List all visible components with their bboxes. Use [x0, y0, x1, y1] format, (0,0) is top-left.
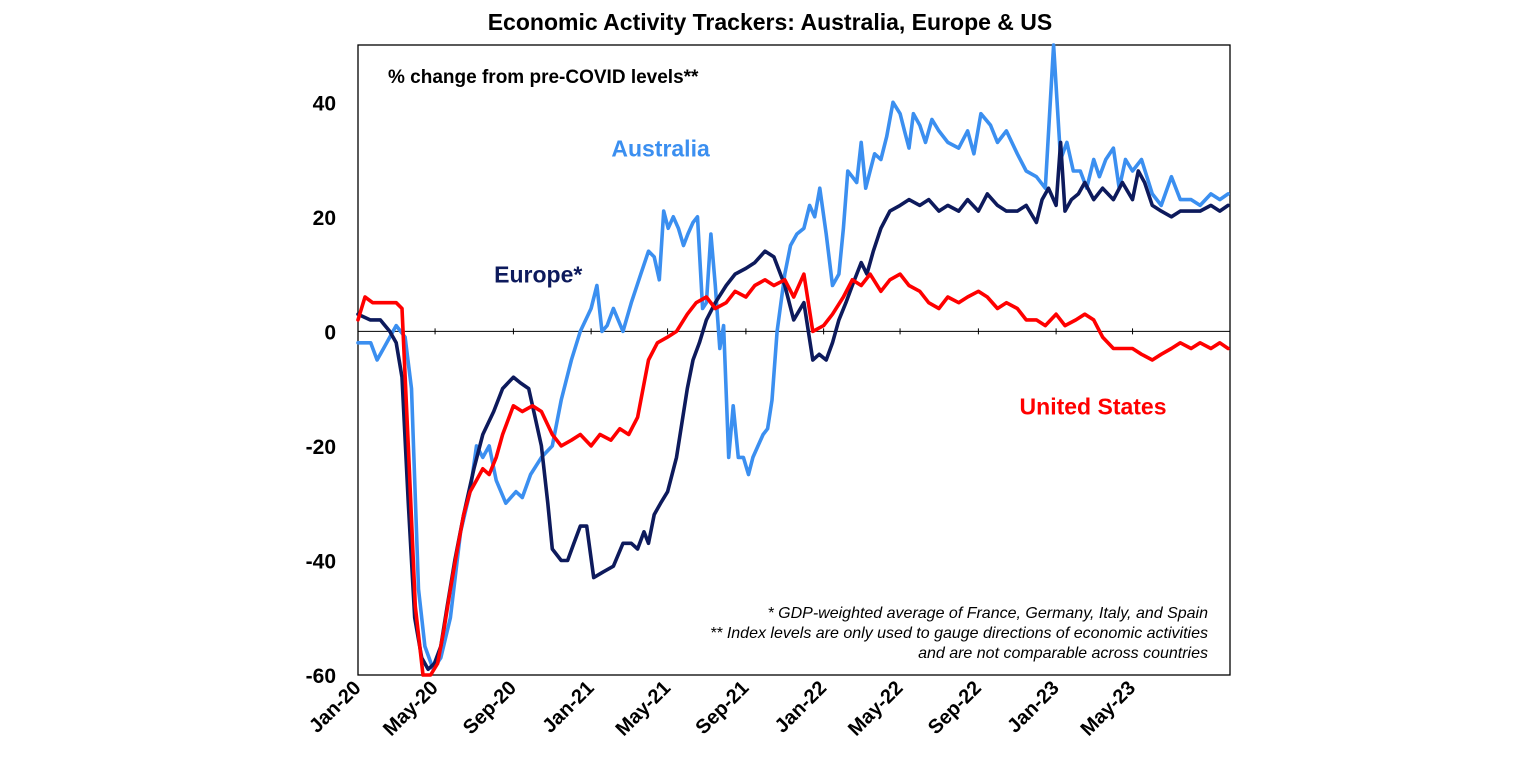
- series-label-europe: Europe*: [494, 262, 582, 288]
- plot-frame: [357, 44, 1231, 676]
- y-tick-label: 40: [313, 92, 336, 115]
- footnote-line: * GDP-weighted average of France, German…: [767, 605, 1208, 622]
- series-label-united-states: United States: [1020, 393, 1167, 419]
- footnote-line: ** Index levels are only used to gauge d…: [710, 625, 1208, 642]
- chart-subtitle: % change from pre-COVID levels**: [388, 67, 699, 88]
- series-line-united-states: [356, 272, 1230, 677]
- series-line-europe: [356, 140, 1230, 672]
- series-label-australia: Australia: [611, 136, 710, 162]
- y-tick-label: -20: [306, 436, 336, 459]
- chart-title: Economic Activity Trackers: Australia, E…: [488, 9, 1053, 35]
- footnotes-layer: * GDP-weighted average of France, German…: [710, 605, 1208, 662]
- y-tick-label: 20: [313, 207, 336, 230]
- y-tick-label: -40: [306, 550, 336, 573]
- footnote-line: and are not comparable across countries: [918, 645, 1208, 662]
- y-tick-label: 0: [324, 321, 336, 344]
- lines-layer: [356, 43, 1230, 677]
- y-tick-label: -60: [306, 665, 336, 688]
- labels-layer: Australia Europe* United States: [494, 136, 1166, 420]
